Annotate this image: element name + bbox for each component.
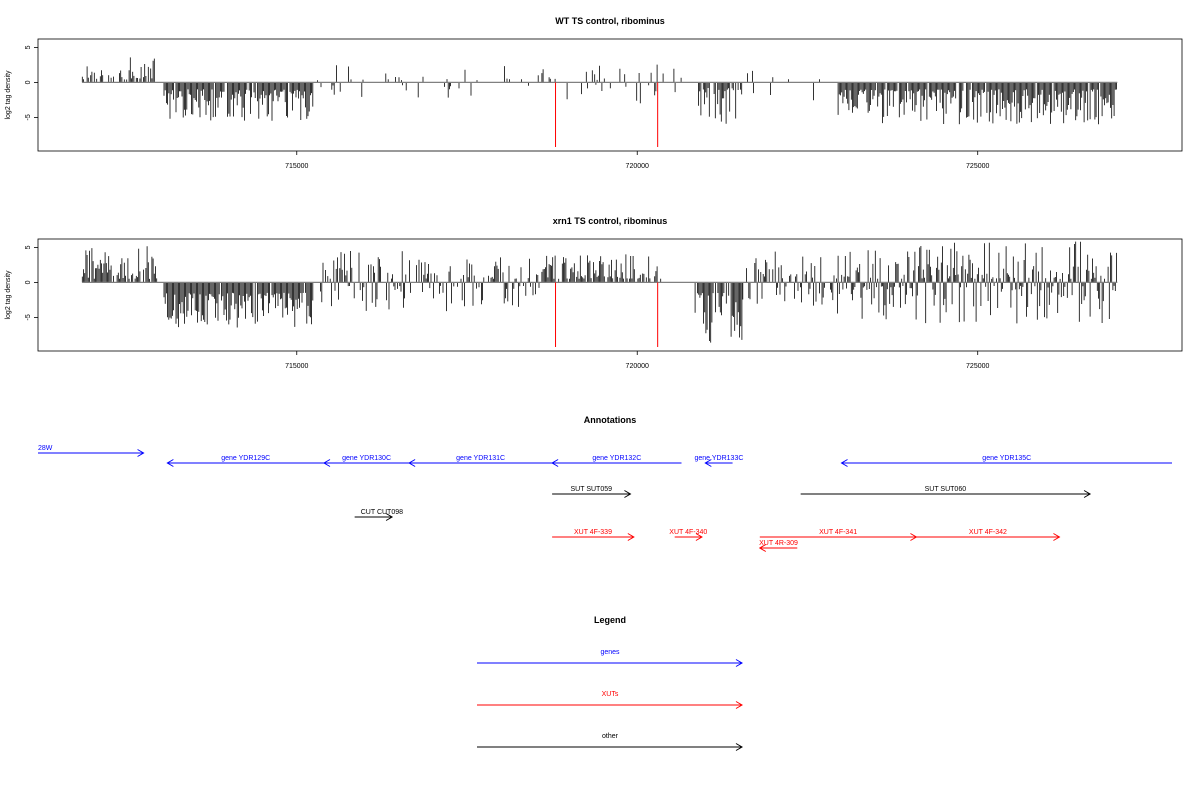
annotation-gene: gene YDR135C	[840, 455, 1172, 467]
annotation-arrow-head	[137, 449, 145, 457]
panel-title: WT TS control, ribominus	[555, 16, 665, 26]
annotation-arrow-head	[758, 544, 767, 552]
legend-arrow-head	[735, 659, 743, 667]
annotation-label: XUT 4F-342	[969, 529, 1007, 536]
y-tick-label: 5	[25, 45, 32, 49]
y-tick-label: 5	[25, 245, 32, 249]
annotation-gene: 28W	[38, 445, 145, 457]
legend-label: XUTs	[602, 691, 619, 698]
annotation-arrow-head	[166, 459, 174, 467]
annotation-gene: gene YDR129C	[166, 455, 324, 467]
annotation-label: SUT SUT060	[925, 486, 967, 493]
annotation-label: XUT 4F-341	[819, 529, 857, 536]
y-tick-label: 0	[25, 80, 32, 84]
annotation-label: gene YDR130C	[342, 455, 391, 462]
legend-title: Legend	[594, 615, 626, 625]
annotation-gene: gene YDR131C	[408, 455, 553, 467]
x-tick-label: 720000	[626, 163, 649, 170]
annotation-gene: gene YDR130C	[323, 455, 410, 467]
legend-label: other	[602, 733, 619, 740]
density-bars	[81, 241, 1117, 343]
annotation-other: SUT SUT060	[800, 486, 1092, 498]
annotation-label: XUT 4R-309	[759, 540, 798, 547]
y-axis-label: log2 tag density	[5, 270, 12, 320]
plot-frame	[37, 38, 1183, 152]
annotation-label: gene YDR132C	[592, 455, 641, 462]
annotations-panel: Annotations 28W gene YDR129C gene YDR130C ge…	[38, 415, 1172, 552]
annotation-arrow-head	[385, 513, 394, 521]
x-tick-label: 725000	[966, 363, 989, 370]
annotation-label: gene YDR135C	[982, 455, 1031, 462]
annotation-other: CUT CUT098	[354, 509, 403, 521]
track-panel-2: xrn1 TS control, ribominus log2 tag densi…	[5, 216, 1183, 370]
density-bars	[81, 57, 1117, 125]
legend-label: genes	[600, 649, 620, 656]
legend-entry-other: other	[477, 733, 743, 751]
y-axis-label: log2 tag density	[5, 70, 12, 120]
annotation-label: gene YDR131C	[456, 455, 505, 462]
y-tick-label: -5	[25, 314, 32, 320]
annotation-xut: XUT 4R-309	[758, 540, 798, 552]
annotation-label: XUT 4F-339	[574, 529, 612, 536]
plot-frame	[37, 238, 1183, 352]
annotation-arrow-head	[323, 459, 331, 467]
x-tick-label: 720000	[626, 363, 649, 370]
annotation-label: CUT CUT098	[361, 509, 403, 516]
annotation-arrow-head	[551, 459, 559, 467]
legend-arrow-head	[735, 743, 743, 751]
annotation-arrow-head	[624, 490, 632, 498]
annotation-xut: XUT 4F-341	[759, 529, 918, 541]
annotation-gene: gene YDR132C	[551, 455, 682, 467]
track-panel-1: WT TS control, ribominus log2 tag density…	[5, 16, 1183, 170]
panel-title: xrn1 TS control, ribominus	[553, 216, 668, 226]
annotation-label: XUT 4F-340	[669, 529, 707, 536]
annotation-label: gene YDR133C	[694, 455, 743, 462]
legend: Legend genes XUTs other	[477, 615, 743, 751]
annotation-arrow-head	[840, 459, 848, 467]
annotation-xut: XUT 4F-340	[669, 529, 707, 541]
legend-entry-gene: genes	[477, 649, 743, 667]
y-tick-label: -5	[25, 114, 32, 120]
annotation-arrow-head	[1053, 533, 1061, 541]
annotation-arrow-head	[704, 459, 712, 467]
annotation-arrow-head	[408, 459, 416, 467]
annotation-label: SUT SUT059	[571, 486, 613, 493]
y-tick-label: 0	[25, 280, 32, 284]
annotation-gene: gene YDR133C	[694, 455, 743, 467]
legend-arrow-head	[735, 701, 743, 709]
x-tick-label: 715000	[285, 363, 308, 370]
legend-entry-xut: XUTs	[477, 691, 743, 709]
annotation-label: 28W	[38, 445, 53, 452]
x-tick-label: 725000	[966, 163, 989, 170]
annotation-arrow-head	[695, 533, 703, 541]
annotations-title: Annotations	[584, 415, 637, 425]
x-tick-label: 715000	[285, 163, 308, 170]
annotation-xut: XUT 4F-339	[552, 529, 635, 541]
annotation-xut: XUT 4F-342	[916, 529, 1061, 541]
annotation-arrow-head	[1083, 490, 1092, 498]
annotation-label: gene YDR129C	[221, 455, 270, 462]
annotation-arrow-head	[627, 533, 635, 541]
annotation-other: SUT SUT059	[552, 486, 632, 498]
